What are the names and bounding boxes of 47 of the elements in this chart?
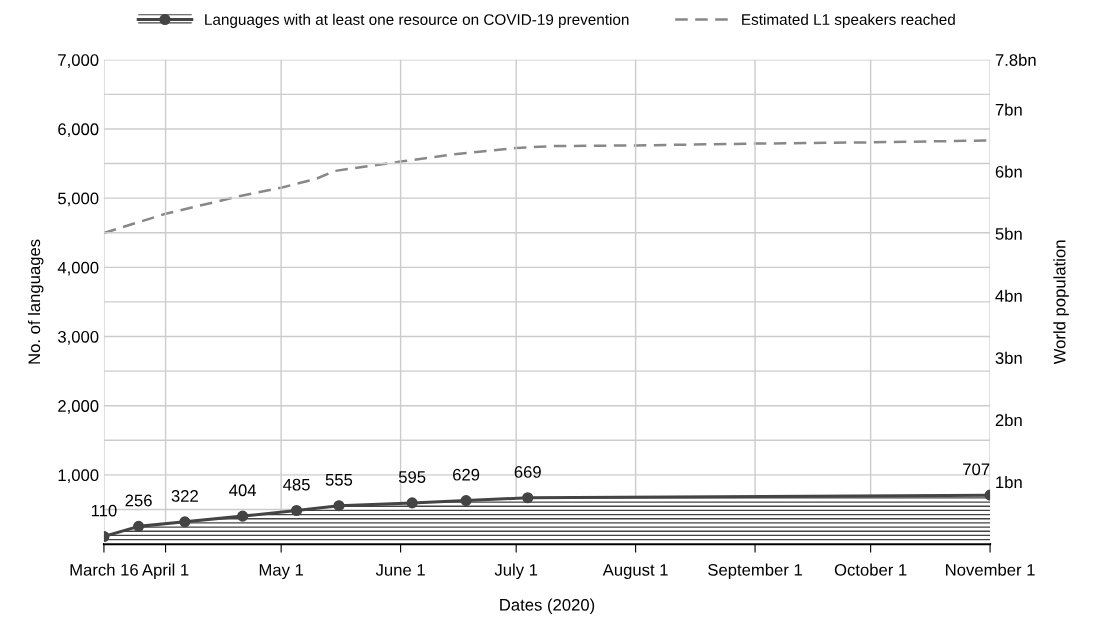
y-tick-label: 6,000 <box>58 123 99 138</box>
data-label: 669 <box>514 466 541 478</box>
y-tick-label: 7,000 <box>58 54 99 68</box>
point <box>179 516 191 528</box>
y2-tick-label: 1bn <box>996 475 1022 489</box>
point <box>333 500 345 512</box>
data-label: 595 <box>398 471 426 483</box>
y-tick-label: 4,000 <box>57 261 99 276</box>
y2-tick-label: 5bn <box>995 227 1022 240</box>
data-label: 256 <box>125 494 152 507</box>
data-label: 322 <box>171 490 198 502</box>
y-tick-label: 5,000 <box>58 192 99 207</box>
legend-label: Estimated L1 speakers reached <box>742 13 955 28</box>
point <box>460 495 472 507</box>
point <box>522 492 534 504</box>
x-tick-label: November 1 <box>946 563 1035 576</box>
x-tick-label: June 1 <box>375 564 425 576</box>
x-axis-title: Dates (2020) <box>500 598 595 615</box>
x-tick-label: April 1 <box>141 563 189 580</box>
y2-axis-title: World population <box>1053 240 1069 365</box>
point <box>133 520 145 532</box>
data-label: 555 <box>325 474 353 486</box>
y-tick-label: 2,000 <box>58 400 99 414</box>
y2-tick-label: 3bn <box>995 351 1022 365</box>
data-label: 629 <box>453 468 480 481</box>
x-tick-label: May 1 <box>259 564 304 580</box>
y2-tick-label: 2bn <box>995 413 1022 427</box>
x-tick-label: October 1 <box>834 563 907 576</box>
y2-tick-label: 4bn <box>995 289 1022 302</box>
data-label: 110 <box>91 504 117 517</box>
y-tick-label: 3,000 <box>58 330 99 345</box>
point <box>291 504 303 517</box>
legend-label: Languages with at least one resource on COVID-19 prevention <box>205 13 629 28</box>
data-label: 404 <box>229 484 257 497</box>
x-tick-label: August 1 <box>602 564 668 580</box>
y-axis-title: No. of languages <box>27 239 44 364</box>
y-tick-label: 1,000 <box>58 469 99 484</box>
x-tick-label: July 1 <box>494 563 538 580</box>
x-tick-label: September 1 <box>708 563 802 580</box>
y2-tick-label: 7bn <box>995 103 1022 116</box>
y2-tick-label: 7.8bn <box>995 53 1036 66</box>
data-label: 707 <box>963 463 990 476</box>
point <box>406 497 418 509</box>
data-label: 485 <box>283 478 310 491</box>
y2-tick-label: 6bn <box>995 165 1022 178</box>
point <box>237 510 249 522</box>
x-tick-label: March 16 <box>70 563 138 576</box>
